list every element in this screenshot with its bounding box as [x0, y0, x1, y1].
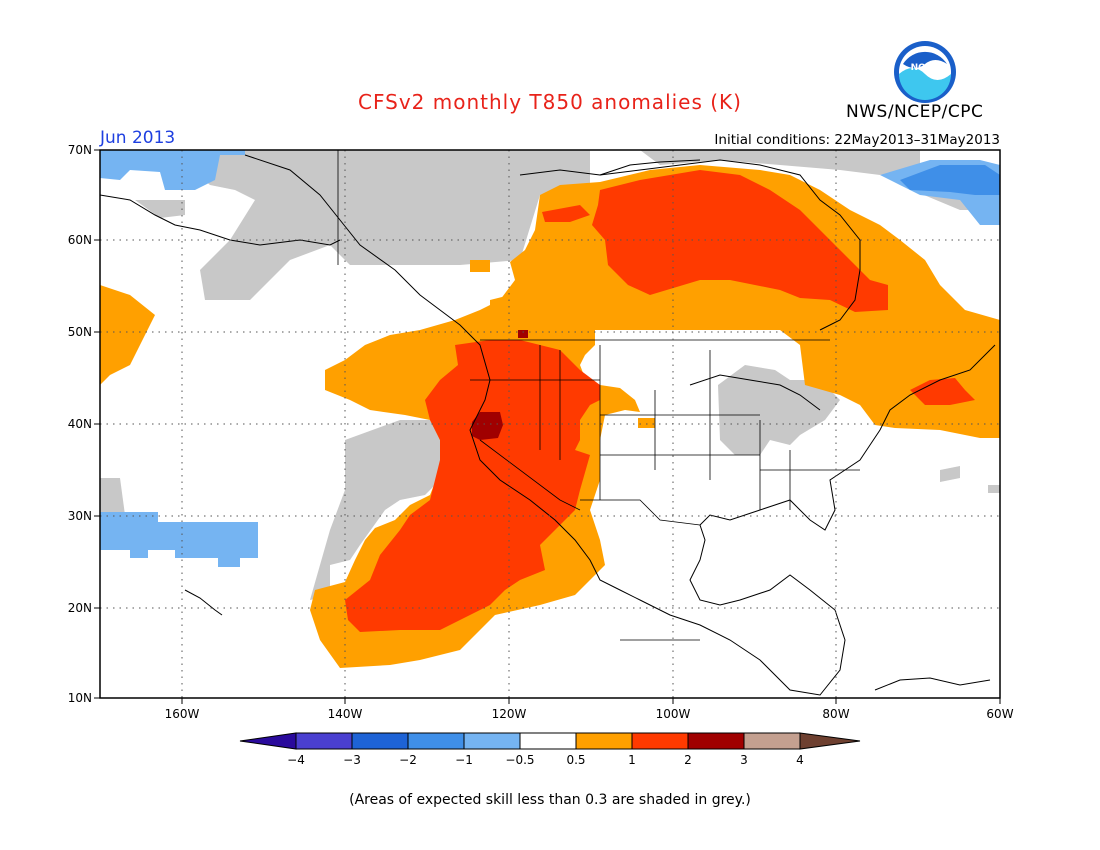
- colorbar-bin: [463, 732, 521, 750]
- colorbar-bin: [519, 732, 577, 750]
- lat-label: 40N: [68, 417, 92, 431]
- colorbar-bin: [631, 732, 689, 750]
- latitude-labels: 70N 60N 50N 40N 30N 20N 10N: [68, 143, 92, 705]
- map-frame: [99, 149, 1001, 699]
- coastlines: [99, 154, 996, 696]
- political-borders: [337, 150, 860, 641]
- lat-label: 50N: [68, 325, 92, 339]
- lat-label: 70N: [68, 143, 92, 157]
- anomaly-shading: [100, 150, 1000, 668]
- colorbar-arrow-low: [239, 732, 297, 750]
- colorbar-label: −3: [343, 753, 361, 767]
- colorbar-bin: [351, 732, 409, 750]
- svg-text:NOAA: NOAA: [911, 63, 940, 73]
- lon-label: 160W: [165, 707, 200, 721]
- lat-label: 30N: [68, 509, 92, 523]
- colorbar-label: 1: [628, 753, 636, 767]
- lon-label: 60W: [986, 707, 1013, 721]
- gridlines: [100, 150, 1000, 698]
- colorbar: −4 −3 −2 −1 −0.5 0.5 1 2 3 4: [239, 732, 861, 767]
- lat-label: 10N: [68, 691, 92, 705]
- tick-marks: [94, 149, 1001, 704]
- colorbar-bin: [295, 732, 353, 750]
- colorbar-arrow-high: [799, 732, 861, 750]
- lat-label: 20N: [68, 601, 92, 615]
- colorbar-bin: [743, 732, 801, 750]
- longitude-labels: 160W 140W 120W 100W 80W 60W: [165, 707, 1014, 721]
- lon-label: 80W: [822, 707, 849, 721]
- colorbar-label: 0.5: [566, 753, 585, 767]
- colorbar-label: 3: [740, 753, 748, 767]
- colorbar-bin: [687, 732, 745, 750]
- noaa-logo-icon: NOAA: [894, 41, 956, 103]
- skill-footnote: (Areas of expected skill less than 0.3 a…: [349, 792, 751, 808]
- colorbar-label: −1: [455, 753, 473, 767]
- lon-label: 120W: [492, 707, 527, 721]
- colorbar-label: −0.5: [505, 753, 534, 767]
- colorbar-bin: [575, 732, 633, 750]
- organization-label: NWS/NCEP/CPC: [846, 102, 984, 122]
- forecast-month: Jun 2013: [100, 128, 176, 148]
- colorbar-bin: [407, 732, 465, 750]
- chart-title: CFSv2 monthly T850 anomalies (K): [358, 90, 742, 114]
- colorbar-label: 4: [796, 753, 804, 767]
- lon-label: 100W: [656, 707, 691, 721]
- colorbar-label: −4: [287, 753, 305, 767]
- colorbar-label: 2: [684, 753, 692, 767]
- colorbar-label: −2: [399, 753, 417, 767]
- initial-conditions: Initial conditions: 22May2013–31May2013: [714, 132, 1000, 148]
- lon-label: 140W: [328, 707, 363, 721]
- lat-label: 60N: [68, 233, 92, 247]
